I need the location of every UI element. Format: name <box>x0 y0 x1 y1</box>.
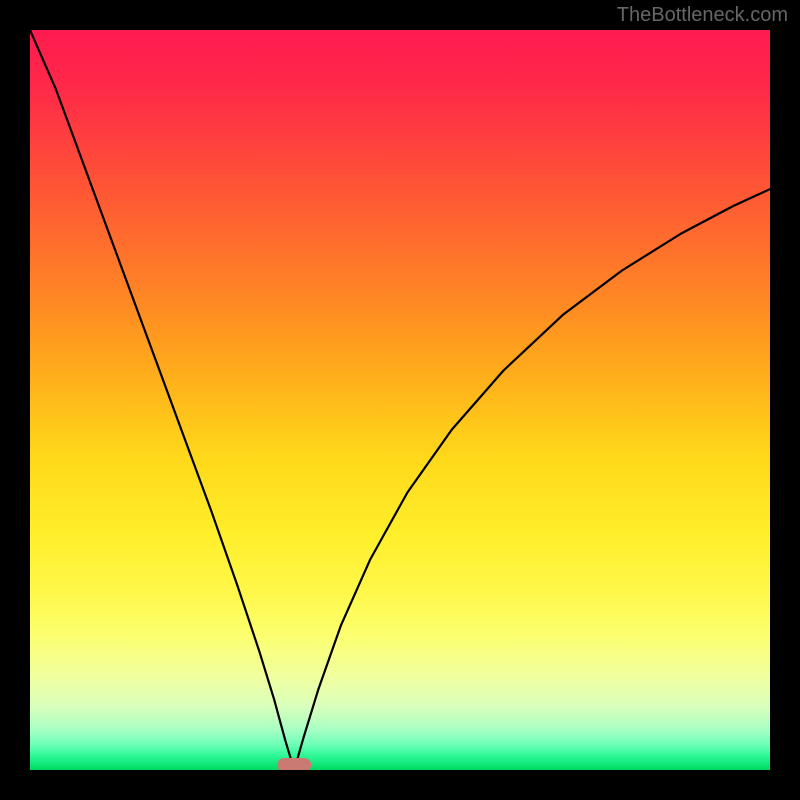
watermark-text: TheBottleneck.com <box>617 4 788 27</box>
gradient-background <box>30 30 770 770</box>
chart-container: TheBottleneck.com <box>0 0 800 800</box>
chart-svg <box>30 30 770 770</box>
vertex-marker <box>277 758 311 770</box>
plot-area <box>30 30 770 770</box>
